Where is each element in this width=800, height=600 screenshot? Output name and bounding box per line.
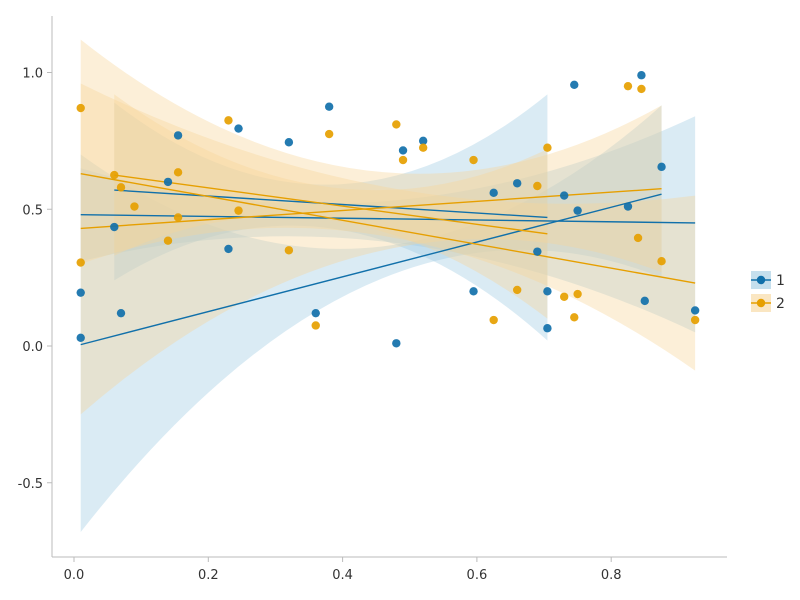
band-series-2-fit-1	[80, 83, 696, 371]
point-series-2-4	[116, 183, 126, 192]
fit-line-series-1-1	[80, 193, 662, 346]
point-series-2-7	[173, 168, 183, 177]
legend-item-2: 2	[751, 294, 785, 312]
y-tick-label: 1.0	[22, 67, 43, 82]
point-series-1-15	[469, 287, 478, 296]
x-tick-label: 0.4	[332, 568, 353, 583]
point-series-1-6	[173, 131, 183, 140]
axes	[51, 16, 727, 558]
point-series-1-12	[392, 339, 401, 348]
point-series-2-11	[284, 246, 294, 255]
point-series-1-16	[489, 188, 498, 198]
point-series-2-16	[418, 143, 428, 152]
legend-label: 2	[776, 296, 785, 312]
y-tick-label: 0.0	[22, 340, 43, 355]
point-series-2-17	[469, 155, 478, 165]
point-series-2-19	[512, 285, 522, 295]
point-series-1-2	[76, 288, 85, 297]
point-series-1-22	[570, 80, 579, 90]
legend-marker	[756, 275, 766, 285]
x-tick-label: 0.2	[198, 568, 219, 583]
point-series-2-23	[570, 313, 579, 322]
point-series-2-24	[573, 289, 582, 299]
confidence-bands	[80, 39, 696, 532]
y-tick-label: 0.5	[22, 203, 43, 218]
point-series-1-4	[110, 222, 119, 232]
point-series-1-8	[234, 124, 243, 133]
point-series-2-3	[110, 170, 119, 180]
point-series-1-21	[559, 191, 569, 200]
point-series-1-19	[543, 287, 552, 296]
x-tick-label: 0.6	[467, 568, 488, 583]
point-series-2-9	[224, 116, 233, 125]
legend-item-1: 1	[751, 271, 785, 289]
point-series-2-14	[392, 120, 401, 129]
band-series-2-fit-2	[80, 39, 662, 415]
point-series-2-26	[633, 233, 643, 243]
point-series-1-7	[224, 244, 233, 254]
point-series-1-25	[637, 71, 646, 80]
point-series-1-28	[690, 306, 700, 315]
point-series-2-22	[559, 292, 569, 301]
point-series-2-12	[311, 321, 320, 330]
y-tick-label: -0.5	[18, 477, 43, 492]
point-series-2-8	[173, 213, 183, 222]
point-series-1-13	[398, 146, 408, 155]
point-series-2-15	[398, 155, 408, 165]
point-series-2-6	[163, 236, 173, 245]
point-series-1-5	[163, 177, 173, 187]
point-series-2-10	[234, 206, 243, 215]
legend-label: 1	[776, 273, 785, 289]
axis-ticks: 0.0 0.2 0.4 0.6 0.8 -0.5 0.0 0.5 1.0	[18, 67, 622, 584]
point-series-2-18	[489, 315, 498, 325]
point-series-1-27	[657, 162, 666, 172]
point-series-2-2	[76, 258, 85, 267]
band-series-2-fit-3	[114, 94, 548, 319]
point-series-1-26	[640, 296, 649, 306]
point-series-1-10	[311, 308, 320, 318]
point-series-1-1	[76, 333, 85, 342]
point-series-1-14	[418, 136, 428, 146]
point-series-1-23	[573, 206, 582, 215]
point-series-2-29	[690, 315, 700, 325]
point-series-2-21	[543, 143, 552, 152]
band-series-1-fit-1	[80, 105, 662, 532]
point-series-2-5	[130, 202, 139, 211]
point-series-2-13	[324, 129, 334, 139]
legend: 12	[751, 271, 785, 312]
fit-line-series-1-2	[80, 214, 696, 224]
point-series-2-25	[623, 81, 633, 91]
band-series-1-fit-2	[80, 116, 696, 333]
point-series-1-9	[284, 138, 294, 147]
fit-line-series-2-3	[114, 174, 548, 235]
point-series-2-27	[637, 84, 646, 94]
point-series-2-1	[76, 103, 85, 113]
legend-marker	[756, 298, 766, 308]
point-series-1-17	[512, 179, 522, 188]
point-series-1-3	[116, 308, 126, 318]
point-series-2-20	[533, 181, 542, 191]
data-points	[76, 71, 700, 348]
x-tick-label: 0.0	[64, 568, 85, 583]
point-series-1-20	[543, 324, 552, 333]
fit-line-series-2-1	[80, 173, 696, 284]
point-series-1-11	[324, 102, 334, 111]
x-tick-label: 0.8	[601, 568, 622, 583]
point-series-1-18	[533, 247, 542, 256]
point-series-2-28	[657, 257, 666, 266]
regression-lines	[80, 173, 696, 346]
point-series-1-24	[623, 202, 633, 211]
